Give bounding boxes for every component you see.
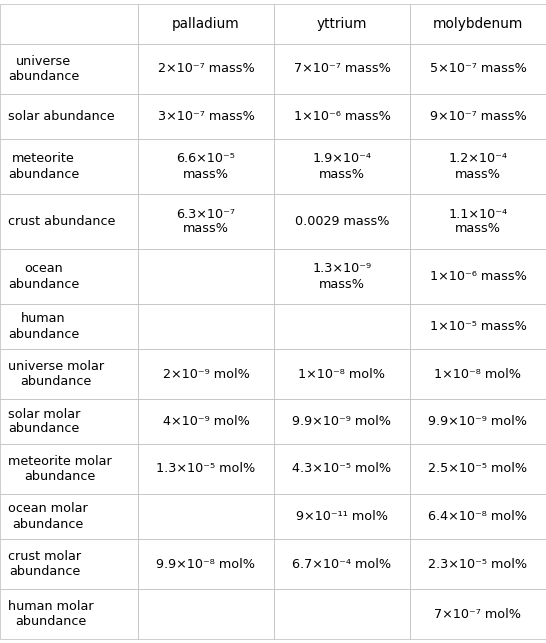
Text: 7×10⁻⁷ mass%: 7×10⁻⁷ mass% (294, 62, 390, 75)
Text: 1.9×10⁻⁴
mass%: 1.9×10⁻⁴ mass% (312, 152, 371, 181)
Text: 4×10⁻⁹ mol%: 4×10⁻⁹ mol% (163, 415, 250, 428)
Bar (410, 94, 546, 139)
Text: 1×10⁻⁸ mol%: 1×10⁻⁸ mol% (299, 368, 385, 381)
Bar (138, 139, 274, 194)
Text: 7×10⁻⁷ mol%: 7×10⁻⁷ mol% (435, 608, 521, 620)
Bar (138, 494, 274, 539)
Bar (138, 4, 274, 44)
Text: yttrium: yttrium (317, 17, 367, 31)
Bar (138, 249, 274, 304)
Bar (274, 589, 410, 639)
Text: human molar
abundance: human molar abundance (8, 600, 93, 628)
Text: 1×10⁻⁸ mol%: 1×10⁻⁸ mol% (435, 368, 521, 381)
Bar (410, 44, 546, 94)
Bar (410, 304, 546, 349)
Bar (0, 399, 138, 444)
Bar (274, 539, 410, 589)
Bar (138, 304, 274, 349)
Bar (274, 444, 410, 494)
Bar (410, 589, 546, 639)
Bar (410, 539, 546, 589)
Text: 1×10⁻⁵ mass%: 1×10⁻⁵ mass% (430, 320, 526, 333)
Text: palladium: palladium (172, 17, 240, 31)
Text: crust abundance: crust abundance (8, 215, 115, 228)
Text: ocean
abundance: ocean abundance (8, 262, 79, 291)
Bar (0, 94, 138, 139)
Bar (410, 4, 546, 44)
Bar (138, 94, 274, 139)
Bar (138, 539, 274, 589)
Text: 1.3×10⁻⁵ mol%: 1.3×10⁻⁵ mol% (156, 462, 256, 476)
Bar (274, 44, 410, 94)
Text: 9.9×10⁻⁸ mol%: 9.9×10⁻⁸ mol% (157, 557, 256, 570)
Bar (274, 304, 410, 349)
Text: molybdenum: molybdenum (433, 17, 523, 31)
Bar (138, 589, 274, 639)
Text: 1×10⁻⁶ mass%: 1×10⁻⁶ mass% (430, 270, 526, 283)
Text: human
abundance: human abundance (8, 312, 79, 341)
Text: 9×10⁻⁷ mass%: 9×10⁻⁷ mass% (430, 110, 526, 123)
Text: 5×10⁻⁷ mass%: 5×10⁻⁷ mass% (430, 62, 526, 75)
Bar (0, 349, 138, 399)
Text: 2.5×10⁻⁵ mol%: 2.5×10⁻⁵ mol% (429, 462, 527, 476)
Bar (0, 444, 138, 494)
Bar (0, 4, 138, 44)
Bar (138, 44, 274, 94)
Bar (138, 349, 274, 399)
Text: 4.3×10⁻⁵ mol%: 4.3×10⁻⁵ mol% (293, 462, 391, 476)
Bar (410, 399, 546, 444)
Text: solar molar
abundance: solar molar abundance (8, 408, 80, 435)
Bar (410, 194, 546, 249)
Bar (0, 494, 138, 539)
Text: 0.0029 mass%: 0.0029 mass% (295, 215, 389, 228)
Bar (274, 349, 410, 399)
Bar (410, 494, 546, 539)
Bar (138, 399, 274, 444)
Text: meteorite molar
abundance: meteorite molar abundance (8, 455, 112, 483)
Text: 6.4×10⁻⁸ mol%: 6.4×10⁻⁸ mol% (429, 510, 527, 523)
Text: 6.3×10⁻⁷
mass%: 6.3×10⁻⁷ mass% (176, 208, 235, 235)
Bar (410, 444, 546, 494)
Bar (274, 139, 410, 194)
Text: 2.3×10⁻⁵ mol%: 2.3×10⁻⁵ mol% (429, 557, 527, 570)
Bar (138, 194, 274, 249)
Text: 1.3×10⁻⁹
mass%: 1.3×10⁻⁹ mass% (312, 262, 372, 291)
Bar (0, 44, 138, 94)
Text: 2×10⁻⁹ mol%: 2×10⁻⁹ mol% (163, 368, 250, 381)
Bar (410, 139, 546, 194)
Text: 6.7×10⁻⁴ mol%: 6.7×10⁻⁴ mol% (293, 557, 391, 570)
Bar (138, 444, 274, 494)
Bar (274, 399, 410, 444)
Text: solar abundance: solar abundance (8, 110, 115, 123)
Bar (410, 249, 546, 304)
Text: crust molar
abundance: crust molar abundance (8, 550, 81, 578)
Text: 9×10⁻¹¹ mol%: 9×10⁻¹¹ mol% (296, 510, 388, 523)
Bar (0, 249, 138, 304)
Text: 1×10⁻⁶ mass%: 1×10⁻⁶ mass% (294, 110, 390, 123)
Bar (0, 304, 138, 349)
Bar (274, 194, 410, 249)
Bar (274, 494, 410, 539)
Bar (274, 249, 410, 304)
Text: 3×10⁻⁷ mass%: 3×10⁻⁷ mass% (158, 110, 254, 123)
Bar (274, 4, 410, 44)
Bar (410, 349, 546, 399)
Text: universe molar
abundance: universe molar abundance (8, 360, 104, 388)
Text: ocean molar
abundance: ocean molar abundance (8, 502, 88, 530)
Text: 9.9×10⁻⁹ mol%: 9.9×10⁻⁹ mol% (429, 415, 527, 428)
Text: 1.2×10⁻⁴
mass%: 1.2×10⁻⁴ mass% (448, 152, 507, 181)
Text: 2×10⁻⁷ mass%: 2×10⁻⁷ mass% (158, 62, 254, 75)
Text: meteorite
abundance: meteorite abundance (8, 152, 79, 181)
Bar (0, 539, 138, 589)
Bar (274, 94, 410, 139)
Text: 1.1×10⁻⁴
mass%: 1.1×10⁻⁴ mass% (448, 208, 508, 235)
Bar (0, 589, 138, 639)
Text: universe
abundance: universe abundance (8, 55, 79, 83)
Text: 6.6×10⁻⁵
mass%: 6.6×10⁻⁵ mass% (176, 152, 235, 181)
Bar (0, 139, 138, 194)
Text: 9.9×10⁻⁹ mol%: 9.9×10⁻⁹ mol% (293, 415, 391, 428)
Bar (0, 194, 138, 249)
